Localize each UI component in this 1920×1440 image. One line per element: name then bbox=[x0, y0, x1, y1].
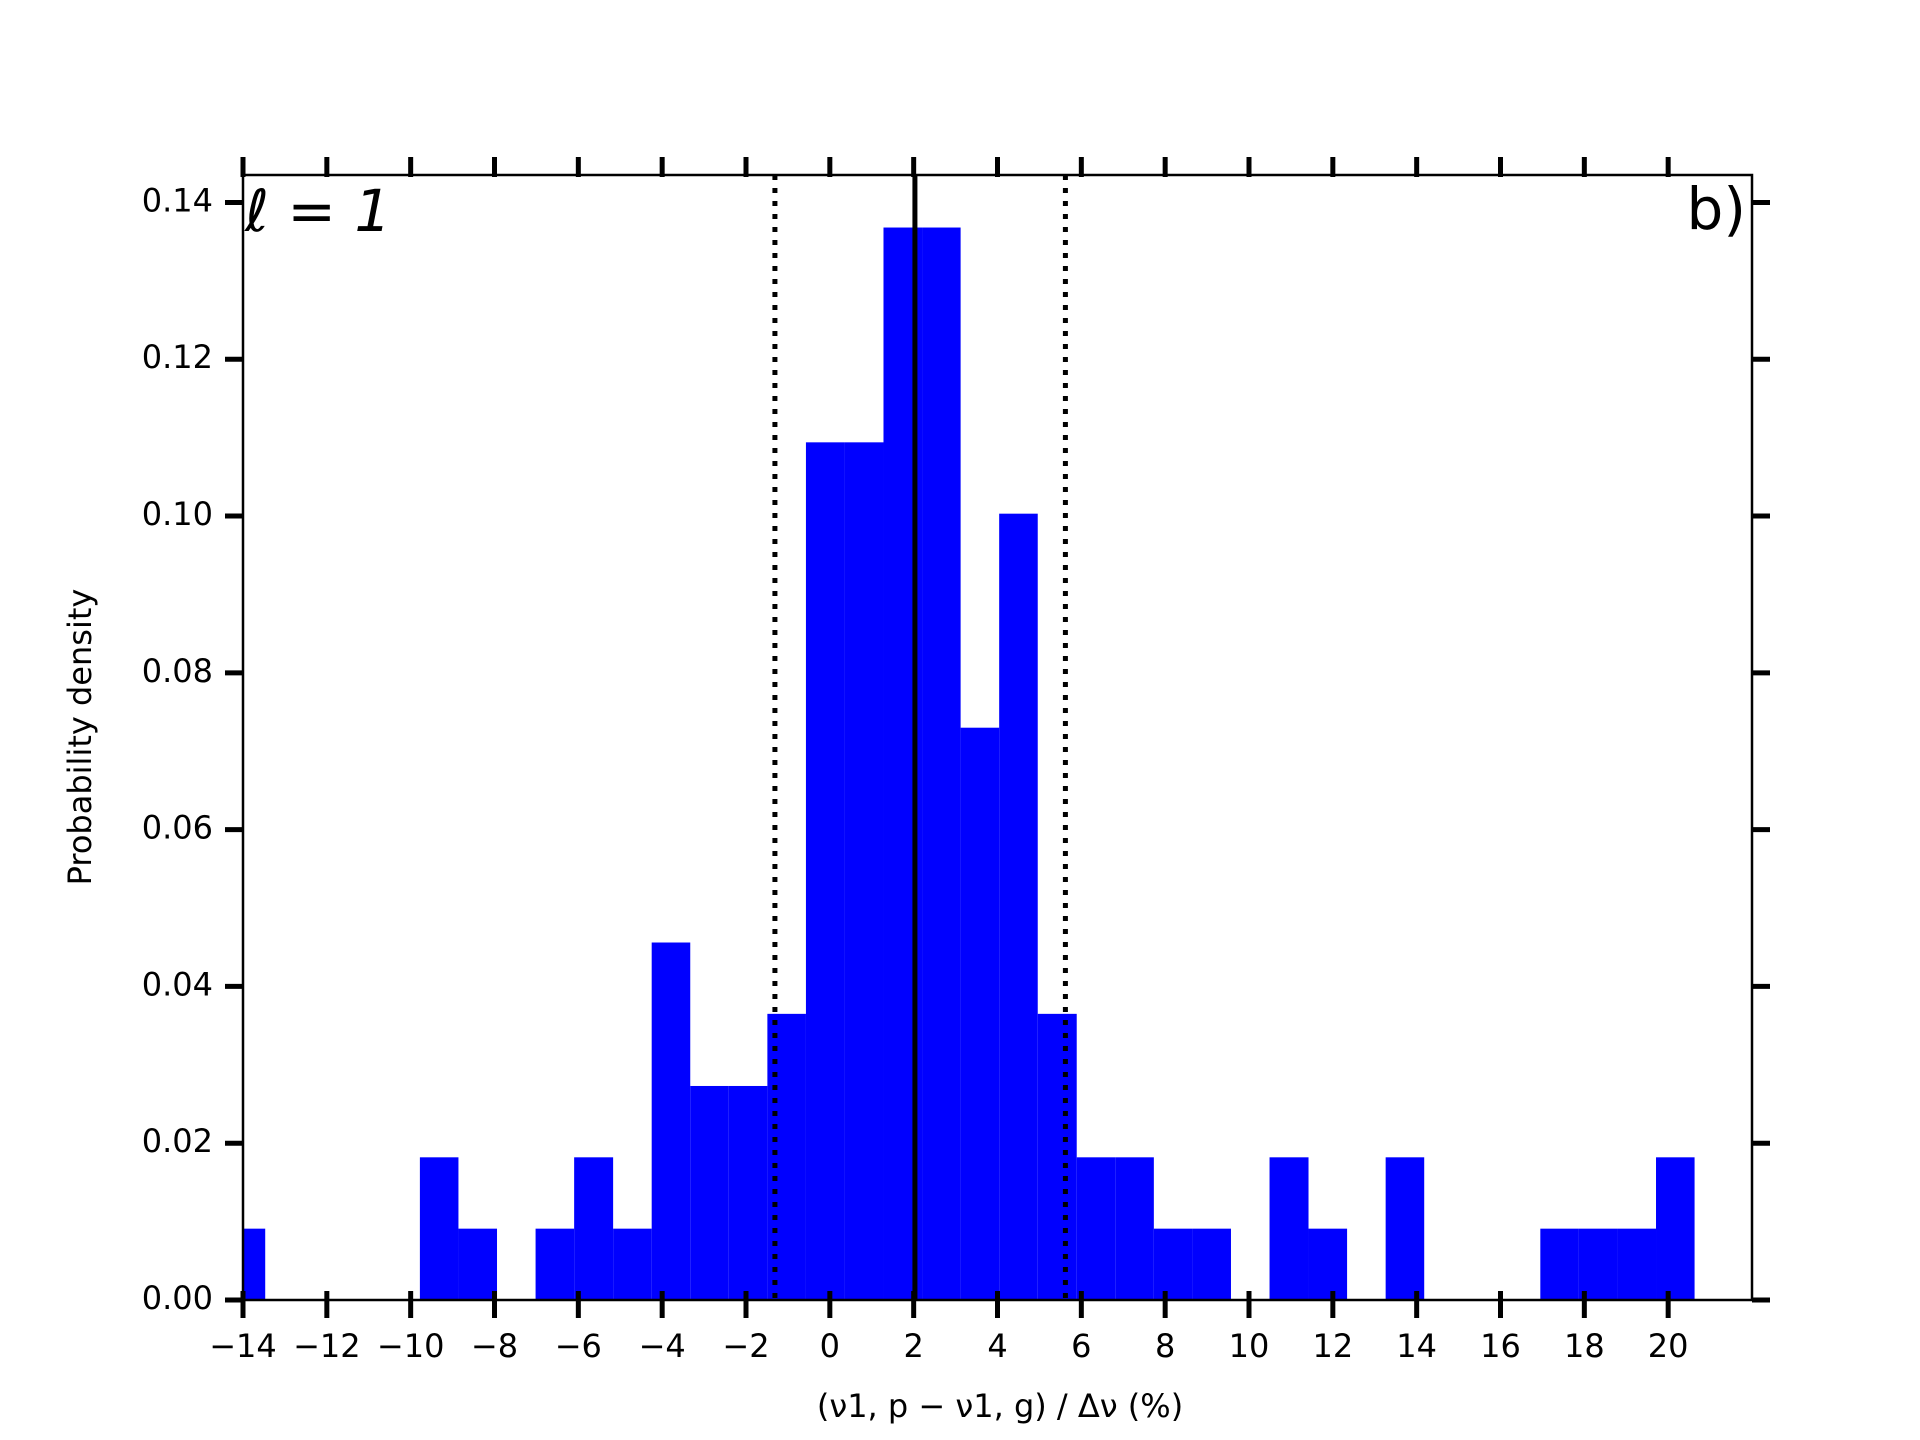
bar bbox=[535, 1228, 575, 1300]
bars bbox=[243, 227, 1695, 1300]
x-tick-label: 16 bbox=[1480, 1327, 1521, 1365]
bar bbox=[1153, 1228, 1193, 1300]
bar bbox=[458, 1228, 498, 1300]
x-tick-label: −12 bbox=[293, 1327, 361, 1365]
bar bbox=[728, 1085, 768, 1300]
bar bbox=[243, 1228, 266, 1300]
bar bbox=[1385, 1157, 1425, 1300]
y-tick-label: 0.08 bbox=[142, 652, 213, 690]
x-tick-label: 14 bbox=[1396, 1327, 1437, 1365]
bar bbox=[1617, 1228, 1657, 1300]
bar bbox=[844, 442, 884, 1300]
x-tick-label: −2 bbox=[722, 1327, 769, 1365]
x-tick-label: 12 bbox=[1312, 1327, 1353, 1365]
bar bbox=[419, 1157, 459, 1300]
bar bbox=[1192, 1228, 1231, 1300]
x-tick-label: 4 bbox=[987, 1327, 1007, 1365]
bar bbox=[1578, 1228, 1618, 1300]
bar bbox=[922, 227, 961, 1300]
y-tick-label: 0.10 bbox=[142, 495, 213, 533]
x-tick-label: −6 bbox=[555, 1327, 602, 1365]
x-tick-label: −4 bbox=[639, 1327, 686, 1365]
bar bbox=[960, 727, 1000, 1300]
x-tick-label: 8 bbox=[1155, 1327, 1175, 1365]
y-tick-label: 0.06 bbox=[142, 809, 213, 847]
bar bbox=[1076, 1157, 1116, 1300]
bar bbox=[1037, 1013, 1077, 1300]
bar bbox=[690, 1085, 729, 1300]
bar bbox=[574, 1157, 614, 1300]
x-axis-label: (ν1, p − ν1, g) / Δν (%) bbox=[817, 1387, 1183, 1425]
x-tick-label: 6 bbox=[1071, 1327, 1091, 1365]
bar bbox=[1308, 1228, 1348, 1300]
y-tick-label: 0.12 bbox=[142, 338, 213, 376]
y-tick-label: 0.02 bbox=[142, 1122, 213, 1160]
bar bbox=[1269, 1157, 1309, 1300]
x-tick-label: −8 bbox=[471, 1327, 518, 1365]
bar bbox=[613, 1228, 652, 1300]
x-tick-label: 18 bbox=[1564, 1327, 1605, 1365]
annotation: ℓ = 1 bbox=[244, 177, 391, 245]
y-tick-label: 0.14 bbox=[142, 181, 213, 219]
bar bbox=[1656, 1157, 1695, 1300]
bar bbox=[1540, 1228, 1579, 1300]
x-tick-label: 0 bbox=[820, 1327, 840, 1365]
x-tick-label: 20 bbox=[1648, 1327, 1689, 1365]
bar bbox=[651, 942, 691, 1300]
x-tick-label: 2 bbox=[903, 1327, 923, 1365]
y-axis-label: Probability density bbox=[61, 589, 99, 886]
y-tick-label: 0.04 bbox=[142, 965, 213, 1003]
y-tick-label: 0.00 bbox=[142, 1279, 213, 1317]
bar bbox=[999, 513, 1038, 1300]
bar bbox=[1115, 1157, 1154, 1300]
x-tick-label: 10 bbox=[1229, 1327, 1270, 1365]
x-tick-label: −10 bbox=[377, 1327, 445, 1365]
x-tick-label: −14 bbox=[209, 1327, 277, 1365]
annotation: b) bbox=[1687, 175, 1746, 243]
bar bbox=[805, 442, 845, 1300]
